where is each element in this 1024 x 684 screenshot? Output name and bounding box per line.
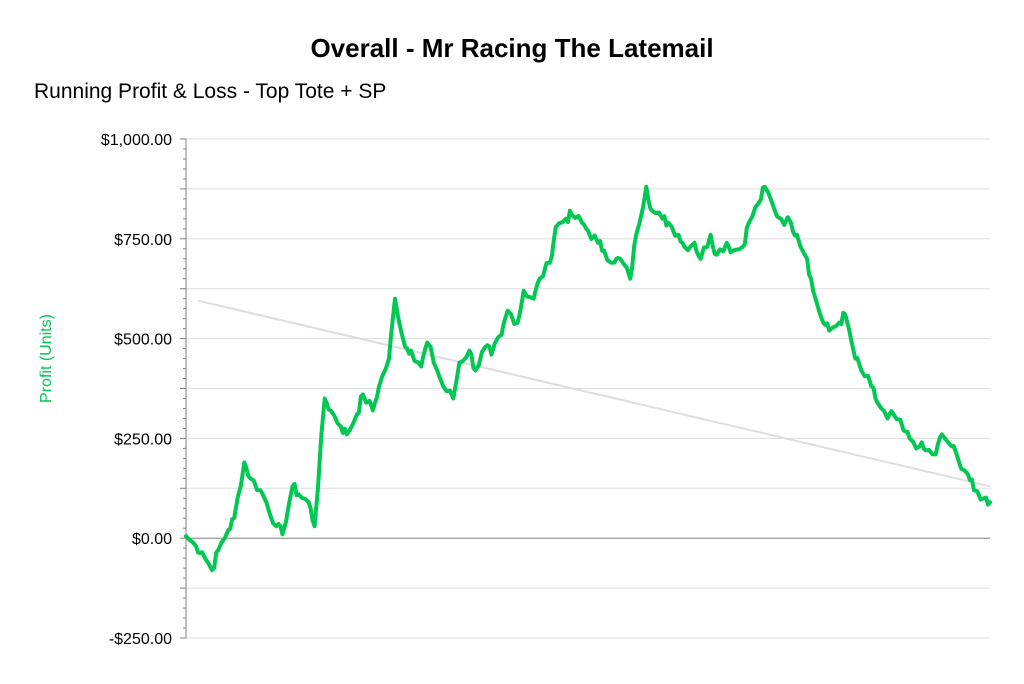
y-tick-label: $0.00 xyxy=(132,531,172,548)
y-tick-label: $1,000.00 xyxy=(101,132,172,149)
y-tick-label: $250.00 xyxy=(114,431,172,448)
trend-line-group xyxy=(197,299,991,488)
chart-title: Overall - Mr Racing The Latemail xyxy=(310,33,714,63)
series-line-group xyxy=(184,184,992,573)
chart-subtitle: Running Profit & Loss - Top Tote + SP xyxy=(34,80,387,103)
y-tick-label: -$250.00 xyxy=(109,631,172,648)
trend-line xyxy=(197,299,991,488)
y-tick-label: $500.00 xyxy=(114,332,172,349)
grid-lines xyxy=(186,138,990,639)
profit-series-line xyxy=(184,184,992,573)
y-axis xyxy=(180,138,187,639)
y-tick-label: $750.00 xyxy=(114,232,172,249)
y-axis-label: Profit (Units) xyxy=(38,314,55,403)
y-tick-labels: $1,000.00 $750.00 $500.00 $250.00 $0.00 -$250… xyxy=(101,132,172,648)
